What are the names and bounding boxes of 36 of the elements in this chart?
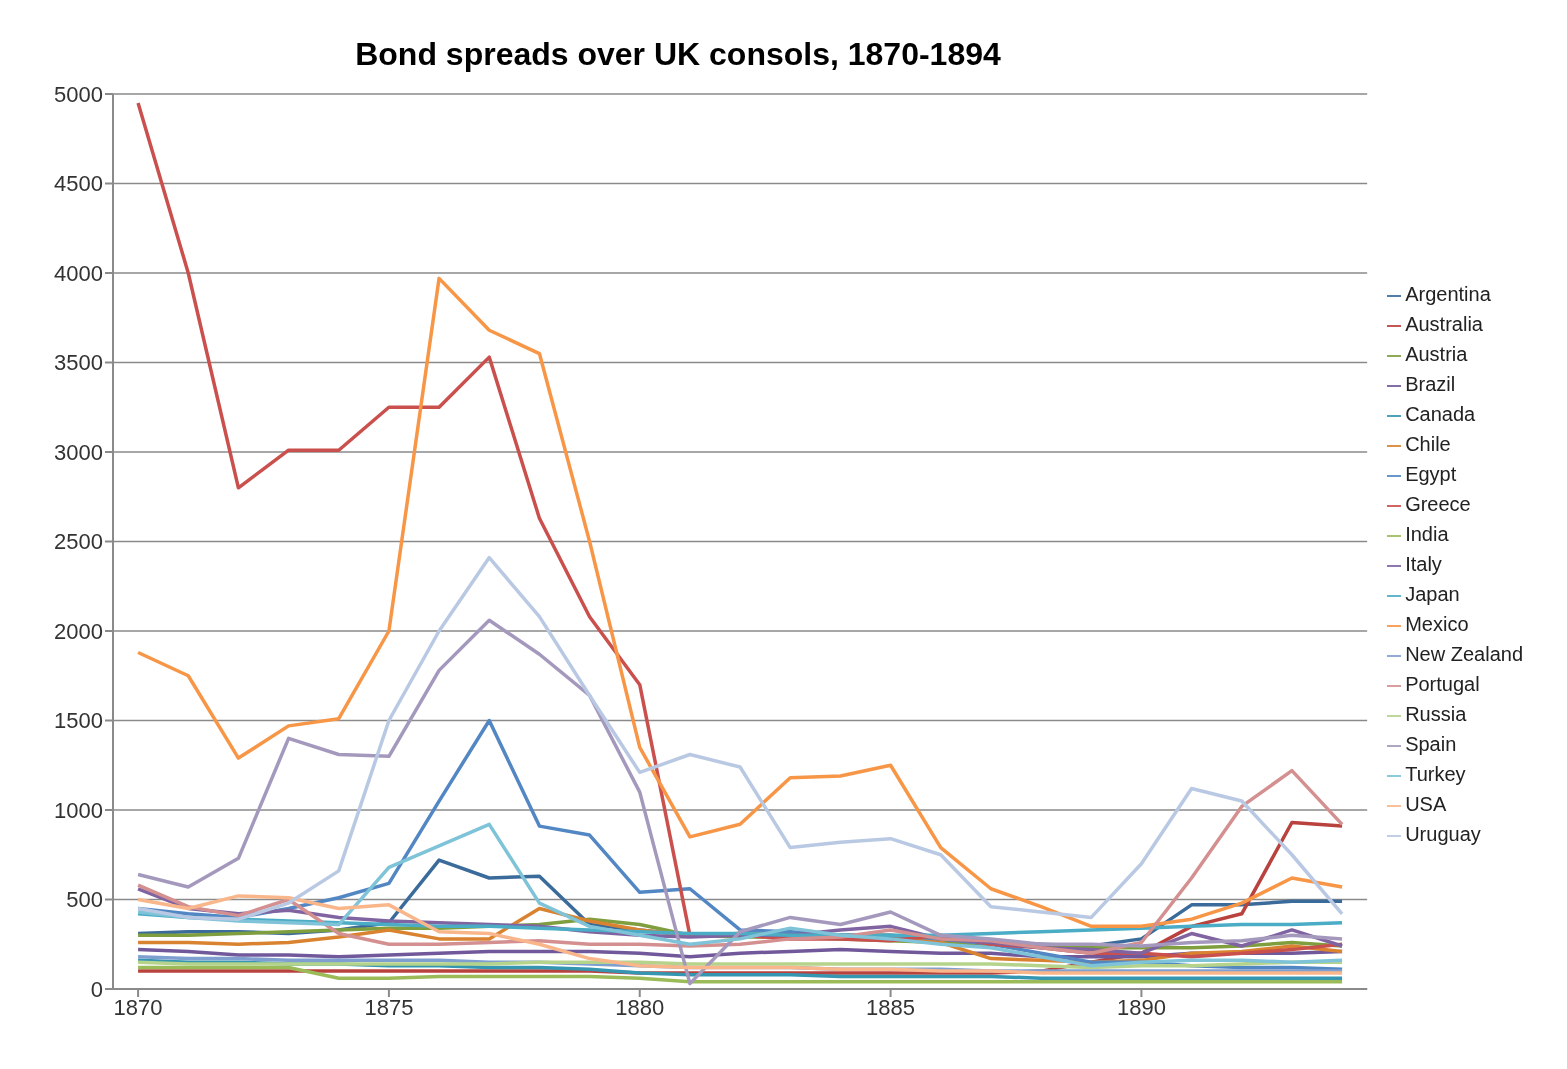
legend-label: Australia bbox=[1405, 313, 1483, 335]
y-tick-label: 3500 bbox=[54, 350, 103, 376]
y-tick-label: 2000 bbox=[54, 618, 103, 644]
legend-label: Brazil bbox=[1405, 373, 1456, 395]
x-tick-label: 1890 bbox=[1116, 994, 1166, 1020]
x-tick-label: 1880 bbox=[615, 994, 665, 1020]
x-tick-label: 1885 bbox=[866, 994, 916, 1020]
legend-label: Egypt bbox=[1405, 463, 1457, 485]
y-tick-label: 3000 bbox=[54, 439, 103, 465]
y-tick-label: 1000 bbox=[54, 797, 103, 823]
legend-label: Mexico bbox=[1405, 613, 1469, 635]
y-tick-label: 2500 bbox=[54, 529, 103, 555]
legend-label: Argentina bbox=[1405, 283, 1491, 305]
chart-title: Bond spreads over UK consols, 1870-1894 bbox=[354, 35, 1002, 74]
y-tick-label: 1500 bbox=[54, 708, 103, 734]
x-tick-label: 1870 bbox=[113, 994, 163, 1020]
legend-label: India bbox=[1405, 523, 1449, 545]
legend-label: Turkey bbox=[1405, 763, 1466, 785]
legend-label: Russia bbox=[1405, 703, 1467, 725]
legend-label: Spain bbox=[1405, 733, 1457, 755]
y-tick-label: 4500 bbox=[54, 171, 103, 197]
legend-label: Canada bbox=[1405, 403, 1476, 425]
legend-label: Greece bbox=[1405, 493, 1471, 515]
legend-label: Portugal bbox=[1405, 673, 1480, 695]
x-tick-label: 1875 bbox=[364, 994, 414, 1020]
legend-label: Italy bbox=[1405, 553, 1442, 575]
legend-label: Chile bbox=[1405, 433, 1451, 455]
legend-label: Uruguay bbox=[1405, 823, 1481, 845]
y-tick-label: 500 bbox=[66, 887, 103, 913]
y-tick-label: 4000 bbox=[54, 260, 103, 286]
legend-label: New Zealand bbox=[1405, 643, 1523, 665]
legend-label: Austria bbox=[1405, 343, 1468, 365]
y-tick-label: 5000 bbox=[54, 81, 103, 107]
legend-label: Japan bbox=[1405, 583, 1460, 605]
legend-label: USA bbox=[1405, 793, 1447, 815]
y-tick-label: 0 bbox=[90, 976, 103, 1002]
